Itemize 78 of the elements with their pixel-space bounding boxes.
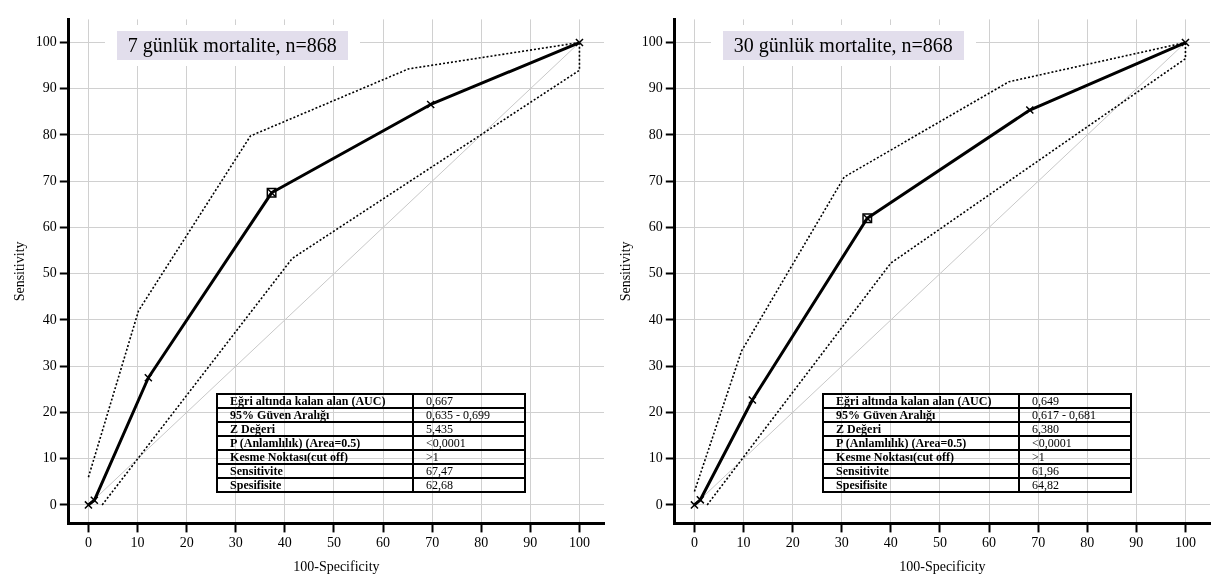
annotation: 64,82 — [1019, 478, 1132, 493]
y-tick-label: 90 — [42, 80, 57, 96]
annotation: <0,0001 — [413, 436, 526, 451]
y-axis-title: Sensitivity — [12, 241, 28, 302]
x-tick-label: 20 — [179, 535, 194, 551]
x-tick-label: 40 — [277, 535, 292, 551]
y-tick-label: 30 — [42, 357, 57, 373]
annotation: Kesme Noktası(cut off) — [823, 450, 1020, 465]
x-tick-label: 60 — [982, 535, 997, 551]
x-tick-label: 100 — [1174, 535, 1196, 551]
x-tick-label: 30 — [834, 535, 849, 551]
annotation: Spesifisite — [823, 478, 1020, 493]
annotation: 0,649 — [1019, 394, 1132, 409]
x-tick-label: 40 — [883, 535, 898, 551]
y-tick-label: 60 — [648, 219, 663, 235]
annotation: 61,96 — [1019, 464, 1132, 479]
annotation: Kesme Noktası(cut off) — [217, 450, 414, 465]
annotation: Sensitivite — [823, 464, 1020, 479]
annotation: 0,617 - 0,681 — [1019, 408, 1132, 423]
x-tick-label: 90 — [523, 535, 538, 551]
x-tick-label: 30 — [228, 535, 243, 551]
x-tick-label: 0 — [690, 535, 698, 551]
x-tick-label: 60 — [376, 535, 391, 551]
x-tick-label: 90 — [1129, 535, 1144, 551]
y-tick-label: 90 — [648, 80, 663, 96]
y-tick-label: 0 — [49, 496, 57, 512]
y-tick-label: 80 — [648, 126, 663, 142]
annotation: 0,635 - 0,699 — [413, 408, 526, 423]
annotation: 95% Güven Aralığı — [217, 408, 414, 423]
x-tick-label: 10 — [130, 535, 145, 551]
annotation: 67,47 — [413, 464, 526, 479]
annotation: >1 — [1019, 450, 1132, 465]
y-tick-label: 0 — [655, 496, 663, 512]
y-tick-label: 100 — [35, 34, 57, 50]
annotation: 95% Güven Aralığı — [823, 408, 1020, 423]
annotation: Spesifisite — [217, 478, 414, 493]
annotation: >1 — [413, 450, 526, 465]
x-tick-label: 80 — [474, 535, 489, 551]
text: 7 günlük mortalite, n=868 — [116, 31, 348, 61]
annotation: 62,68 — [413, 478, 526, 493]
y-tick-label: 30 — [648, 357, 663, 373]
y-tick-label: 20 — [42, 404, 57, 420]
y-tick-label: 50 — [42, 265, 57, 281]
x-tick-label: 100 — [568, 535, 590, 551]
y-tick-label: 70 — [648, 172, 663, 188]
x-tick-label: 20 — [785, 535, 800, 551]
y-tick-label: 100 — [641, 34, 663, 50]
y-tick-label: 50 — [648, 265, 663, 281]
x-tick-label: 70 — [1031, 535, 1046, 551]
x-axis-title: 100-Specificity — [899, 559, 986, 575]
y-tick-label: 10 — [648, 450, 663, 466]
annotation: Eğri altında kalan alan (AUC) — [217, 394, 414, 409]
annotation: Eğri altında kalan alan (AUC) — [823, 394, 1020, 409]
y-axis-title: Sensitivity — [618, 241, 634, 302]
annotation: Z Değeri — [823, 422, 1020, 437]
x-tick-label: 0 — [84, 535, 92, 551]
annotation: <0,0001 — [1019, 436, 1132, 451]
x-tick-label: 80 — [1080, 535, 1095, 551]
y-tick-label: 40 — [42, 311, 57, 327]
annotation: Sensitivite — [217, 464, 414, 479]
annotation: P (Anlamlılık) (Area=0.5) — [823, 436, 1020, 451]
annotation: Z Değeri — [217, 422, 414, 437]
annotation: 5,435 — [413, 422, 526, 437]
x-tick-label: 50 — [932, 535, 947, 551]
y-tick-label: 10 — [42, 450, 57, 466]
y-tick-label: 20 — [648, 404, 663, 420]
y-tick-label: 40 — [648, 311, 663, 327]
annotation: 0,667 — [413, 394, 526, 409]
y-tick-label: 80 — [42, 126, 57, 142]
x-tick-label: 10 — [736, 535, 751, 551]
annotation: P (Anlamlılık) (Area=0.5) — [217, 436, 414, 451]
x-tick-label: 70 — [425, 535, 440, 551]
x-tick-label: 50 — [326, 535, 341, 551]
annotation: 6,380 — [1019, 422, 1132, 437]
text: 30 günlük mortalite, n=868 — [722, 31, 964, 61]
y-tick-label: 60 — [42, 219, 57, 235]
y-tick-label: 70 — [42, 172, 57, 188]
x-axis-title: 100-Specificity — [293, 559, 380, 575]
